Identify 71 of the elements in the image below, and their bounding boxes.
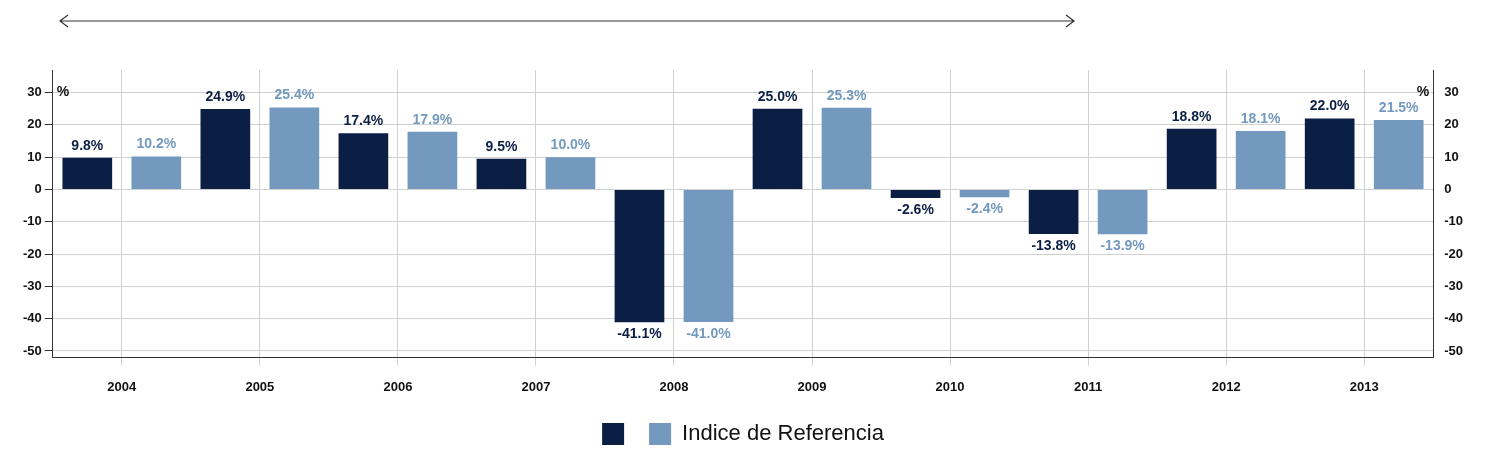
data-label: 22.0% (1309, 97, 1351, 114)
y-axis-title: % (56, 83, 70, 100)
x-tick-label: 2007 (521, 378, 551, 394)
bar (752, 108, 803, 189)
bar (200, 109, 251, 189)
y-tick-label: -20 (22, 245, 42, 261)
legend-label: Indice de Referencia (682, 420, 885, 446)
data-label: 21.5% (1378, 98, 1420, 115)
bar (1373, 120, 1424, 189)
bar (821, 107, 872, 189)
x-tick-label: 2008 (659, 378, 689, 394)
x-tick-label: 2012 (1211, 378, 1241, 394)
y2-tick-label: -30 (1444, 277, 1464, 293)
bar (131, 156, 182, 189)
data-label: 24.9% (205, 87, 246, 104)
data-label: 10.2% (136, 135, 177, 152)
bar (1304, 118, 1355, 189)
data-label: -2.6% (897, 200, 935, 217)
bar (683, 189, 734, 322)
bar (959, 189, 1010, 198)
x-tick-label: 2004 (107, 378, 138, 394)
bar (545, 157, 596, 189)
data-label: 25.0% (757, 87, 798, 104)
data-label: 25.3% (826, 86, 867, 103)
data-label: -41.1% (617, 325, 663, 342)
y-tick-label: 10 (27, 148, 42, 164)
y-tick-label: -50 (22, 342, 42, 358)
y2-axis-title: % (1416, 83, 1430, 100)
x-tick-label: 2009 (797, 378, 827, 394)
bar (1235, 131, 1286, 189)
data-label: 9.5% (485, 137, 518, 154)
data-label: 10.0% (550, 136, 591, 153)
x-tick-label: 2005 (245, 378, 275, 394)
bar (407, 131, 458, 189)
x-tick-label: 2006 (383, 378, 413, 394)
bar (338, 133, 389, 189)
data-label: 18.8% (1171, 107, 1213, 124)
y2-tick-label: 20 (1444, 116, 1459, 132)
data-label: 17.9% (412, 110, 453, 127)
y2-tick-label: 0 (1444, 181, 1452, 197)
y-tick-label: 0 (34, 181, 42, 197)
x-tick-label: 2013 (1349, 378, 1379, 394)
bar (1166, 128, 1217, 189)
x-tick-label: 2011 (1074, 378, 1103, 394)
bar (1028, 189, 1079, 235)
bar (62, 157, 113, 189)
y2-tick-label: -50 (1444, 342, 1464, 358)
y-tick-label: -40 (22, 310, 42, 326)
data-label: 18.1% (1240, 109, 1282, 126)
bar (1097, 189, 1148, 235)
bar (614, 189, 665, 323)
y2-tick-label: -20 (1444, 245, 1464, 261)
data-label: 17.4% (343, 112, 384, 129)
data-label: 9.8% (71, 136, 104, 153)
data-label: -2.4% (966, 200, 1004, 217)
data-label: 25.4% (274, 86, 315, 103)
y2-tick-label: -10 (1444, 213, 1464, 229)
y-tick-label: -30 (22, 277, 42, 293)
y-tick-label: 20 (27, 116, 42, 132)
x-tick-label: 2010 (935, 378, 965, 394)
y-tick-label: 30 (27, 84, 42, 100)
y2-tick-label: -40 (1444, 310, 1464, 326)
bar (269, 107, 320, 189)
bar (890, 189, 941, 198)
data-label: -13.9% (1100, 237, 1146, 254)
y2-tick-label: 30 (1444, 84, 1459, 100)
data-label: -41.0% (686, 324, 732, 341)
y2-tick-label: 10 (1444, 148, 1459, 164)
bar (476, 158, 527, 189)
y-tick-label: -10 (22, 213, 42, 229)
data-label: -13.8% (1031, 236, 1077, 253)
